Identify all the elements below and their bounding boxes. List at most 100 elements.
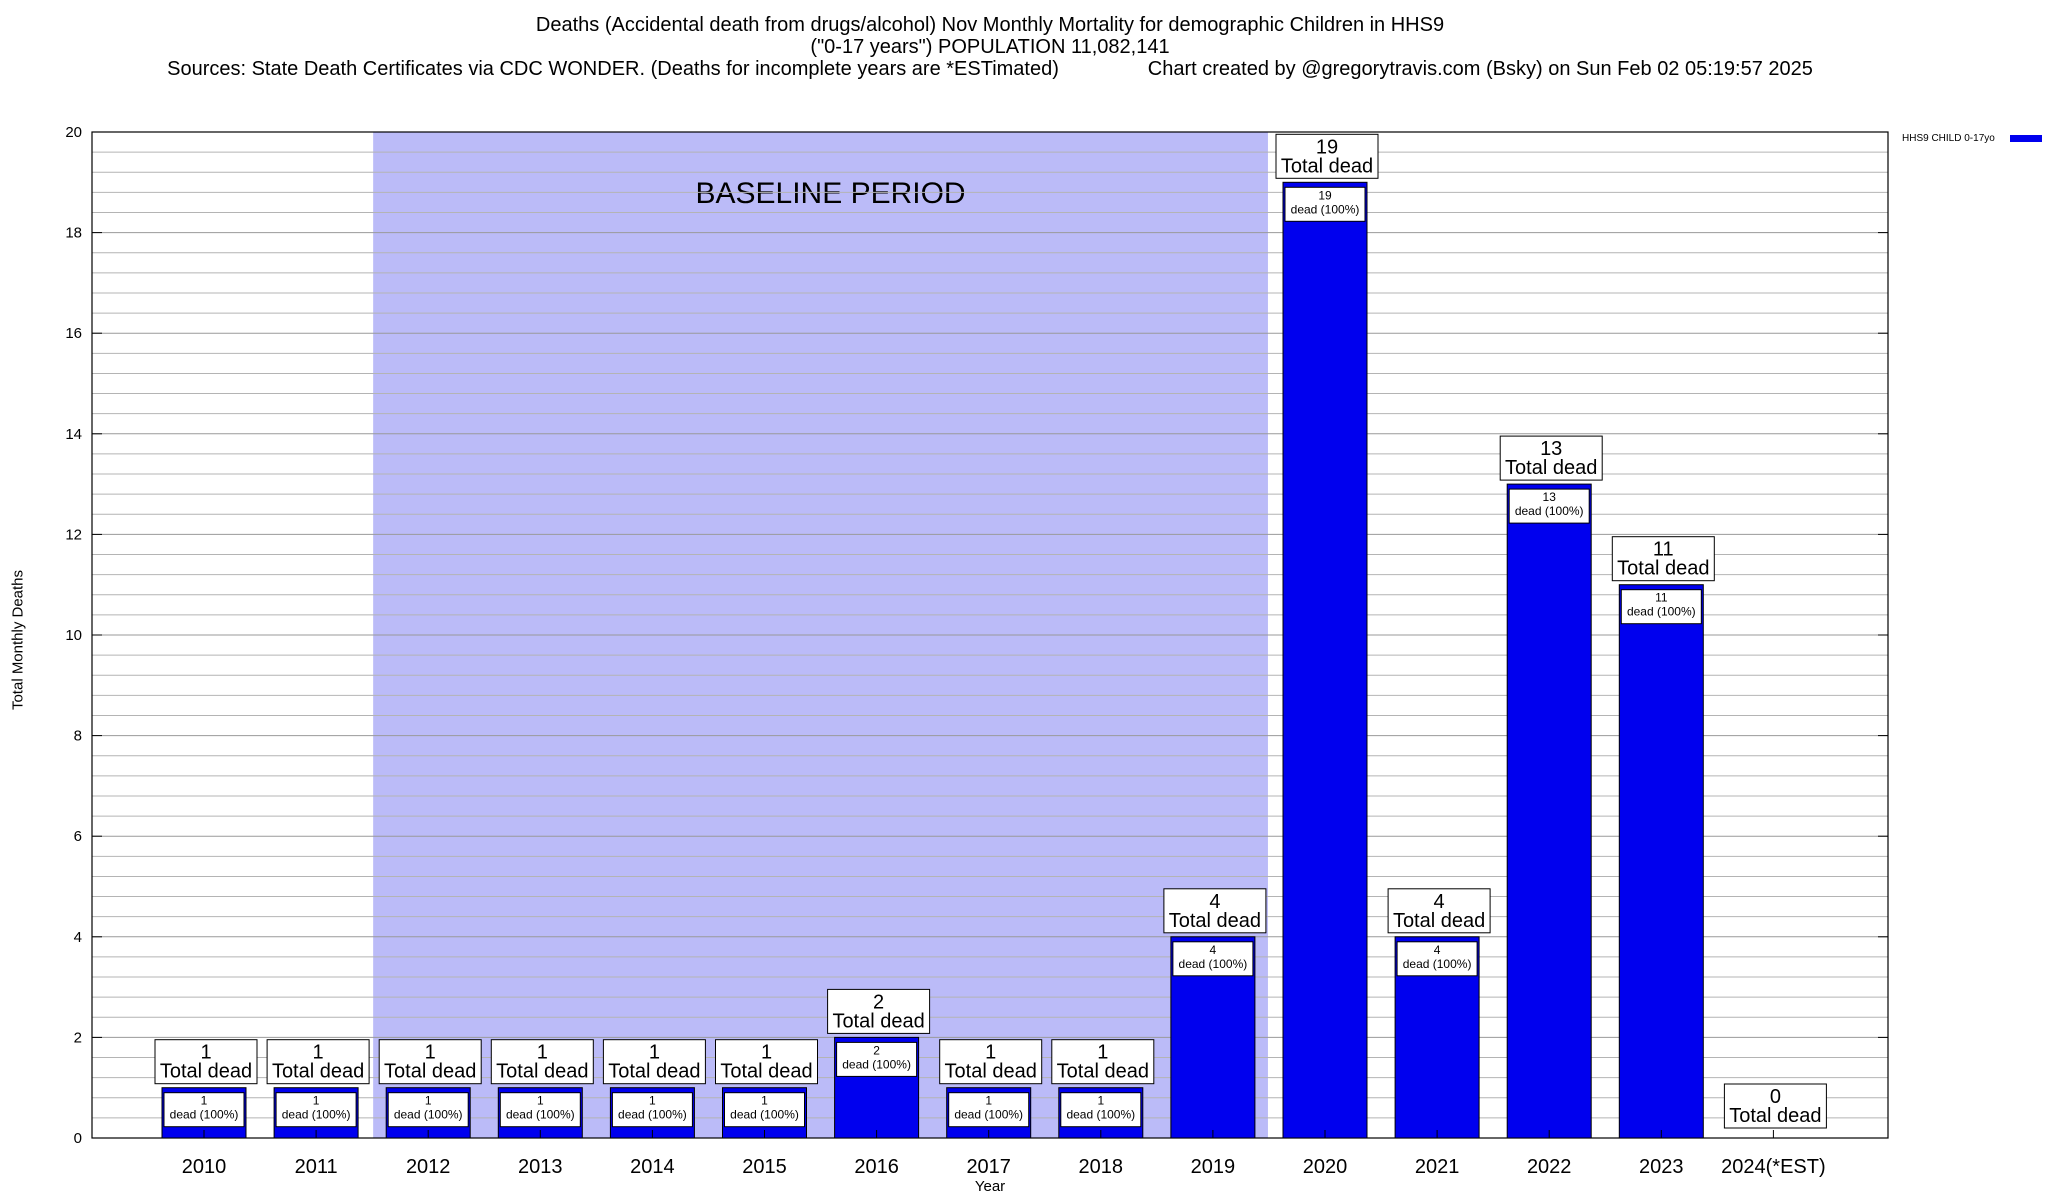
bar-inner-value: 2 — [873, 1043, 880, 1057]
bar-total-box — [602, 1039, 706, 1085]
bar-total-box — [266, 1039, 370, 1085]
bar-inner-value: 1 — [201, 1094, 208, 1108]
bar-inner-label-box — [499, 1092, 581, 1128]
bar-total-label: Total dead — [1617, 558, 1709, 580]
y-tick-label: 20 — [65, 124, 82, 141]
x-tick-label: 2016 — [854, 1156, 899, 1178]
x-tick-label: 2015 — [742, 1156, 787, 1178]
bar-inner-label: dead (100%) — [394, 1108, 463, 1122]
bar-total-value: 13 — [1540, 438, 1562, 460]
bar-inner-label: dead (100%) — [1066, 1108, 1135, 1122]
bar-inner-label: dead (100%) — [1515, 504, 1584, 518]
bar-total-label: Total dead — [1729, 1105, 1821, 1127]
bar-inner-value: 4 — [1210, 943, 1217, 957]
bar-inner-label: dead (100%) — [282, 1108, 351, 1122]
x-tick-label: 2013 — [518, 1156, 563, 1178]
baseline-label: BASELINE PERIOD — [696, 177, 966, 210]
bar-total-value: 4 — [1209, 891, 1220, 913]
bar-total-box — [490, 1039, 594, 1085]
bar-inner-label-box — [1284, 186, 1366, 222]
y-tick-label: 0 — [74, 1130, 82, 1147]
bar-total-box — [1723, 1083, 1827, 1129]
bar-total-box — [1387, 888, 1491, 934]
chart-titles: Deaths (Accidental death from drugs/alco… — [0, 14, 1980, 80]
bar-total-label: Total dead — [1393, 910, 1485, 932]
bar-inner-value: 1 — [425, 1094, 432, 1108]
bar-total-label: Total dead — [1281, 155, 1373, 177]
bar-total-value: 0 — [1770, 1086, 1781, 1108]
bar-inner-label-box — [836, 1041, 918, 1077]
bar-inner-value: 4 — [1434, 943, 1441, 957]
bar-inner-value: 1 — [761, 1094, 768, 1108]
bar-total-label: Total dead — [384, 1061, 476, 1083]
bar-inner-label: dead (100%) — [730, 1108, 799, 1122]
bar-total-value: 1 — [537, 1042, 548, 1064]
bar-inner-label: dead (100%) — [1403, 957, 1472, 971]
bar-total-box — [1611, 536, 1715, 582]
bar-total-box — [939, 1039, 1043, 1085]
bar-inner-value: 13 — [1543, 490, 1557, 504]
bar-total-box — [154, 1039, 258, 1085]
y-tick-label: 14 — [65, 426, 82, 443]
bar-total-label: Total dead — [1169, 910, 1261, 932]
bar-inner-value: 1 — [537, 1094, 544, 1108]
bar-inner-label-box — [387, 1092, 469, 1128]
x-tick-label: 2011 — [295, 1156, 338, 1178]
bar-inner-label-box — [611, 1092, 693, 1128]
bar-inner-label: dead (100%) — [1291, 202, 1360, 216]
bar-inner-value: 19 — [1318, 188, 1332, 202]
bar-inner-label: dead (100%) — [170, 1108, 239, 1122]
bar-total-box — [715, 1039, 818, 1085]
bar-total-value: 2 — [873, 991, 884, 1013]
x-tick-label: 2010 — [182, 1156, 227, 1178]
bar-inner-value: 1 — [649, 1094, 656, 1108]
x-tick-label: 2014 — [630, 1156, 675, 1178]
bar-total-box — [1051, 1039, 1155, 1085]
bar-total-label: Total dead — [832, 1010, 924, 1032]
x-tick-label: 2021 — [1415, 1156, 1460, 1178]
bar-total-label: Total dead — [1057, 1061, 1149, 1083]
x-axis-label: Year — [975, 1178, 1005, 1195]
x-tick-label: 2019 — [1191, 1156, 1236, 1178]
chart-title: Deaths (Accidental death from drugs/alco… — [535, 14, 1445, 36]
bar-total-label: Total dead — [720, 1061, 812, 1083]
bar-total-value: 1 — [200, 1042, 211, 1064]
x-tick-label: 2020 — [1303, 1156, 1348, 1178]
bar-total-box — [1163, 888, 1267, 934]
bar-total-box — [378, 1039, 482, 1085]
bar-total-value: 4 — [1434, 891, 1445, 913]
y-tick-label: 6 — [74, 828, 82, 845]
bar-total-value: 1 — [649, 1042, 660, 1064]
bar-inner-label-box — [1508, 488, 1590, 524]
bar-inner-value: 11 — [1655, 591, 1668, 605]
bar-inner-label-box — [1620, 589, 1702, 625]
bar-inner-label-box — [1060, 1092, 1142, 1128]
bar — [1506, 483, 1592, 1139]
bar-total-value: 19 — [1316, 136, 1338, 158]
bar-total-label: Total dead — [496, 1061, 588, 1083]
chart-source-line: Sources: State Death Certificates via CD… — [167, 58, 1813, 80]
x-tick-label: 2017 — [966, 1156, 1011, 1178]
bar-total-value: 1 — [761, 1042, 772, 1064]
legend-swatch — [2010, 135, 2042, 142]
bar-inner-value: 1 — [985, 1094, 992, 1108]
bar — [1618, 584, 1704, 1139]
bar-total-label: Total dead — [1505, 457, 1597, 479]
y-tick-label: 8 — [74, 728, 82, 745]
bar-inner-label-box — [948, 1092, 1030, 1128]
bar-inner-label-box — [724, 1092, 805, 1128]
bar-inner-value: 1 — [313, 1094, 320, 1108]
bar-total-box — [827, 988, 931, 1034]
x-tick-label: 2022 — [1527, 1156, 1572, 1178]
legend-label: HHS9 CHILD 0-17yo — [1902, 133, 1995, 144]
x-tick-label: 2024(*EST) — [1721, 1156, 1826, 1178]
bar-total-box — [1275, 133, 1379, 179]
x-tick-label: 2018 — [1079, 1156, 1124, 1178]
bar-total-value: 1 — [425, 1042, 436, 1064]
bar — [1282, 181, 1368, 1139]
y-tick-label: 4 — [74, 929, 82, 946]
bar-total-label: Total dead — [160, 1061, 252, 1083]
y-tick-label: 18 — [65, 225, 82, 242]
bar-inner-label-box — [1172, 941, 1254, 977]
